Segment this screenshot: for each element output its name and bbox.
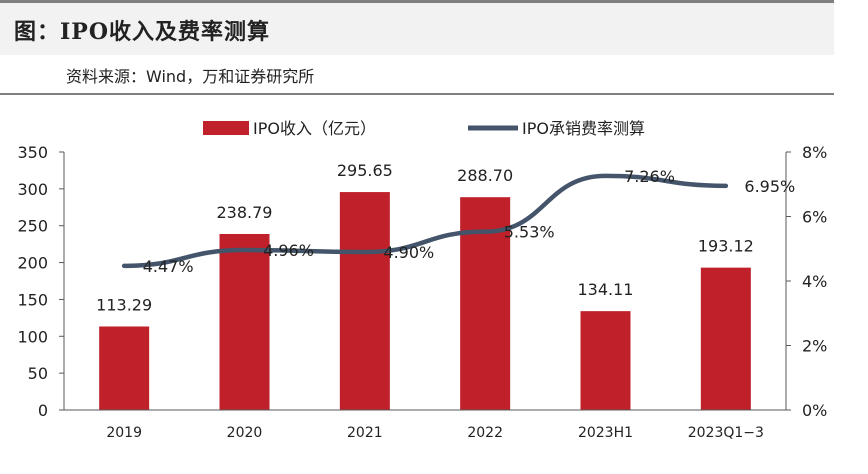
rate-point xyxy=(122,263,127,268)
rate-line xyxy=(121,173,729,269)
x-axis-tick-label: 2020 xyxy=(227,425,263,441)
line-value-label: 6.95% xyxy=(744,177,795,196)
bar-value-label: 288.70 xyxy=(457,166,513,185)
left-axis-tick-label: 200 xyxy=(17,254,48,273)
source-divider xyxy=(0,93,834,95)
left-axis-tick-label: 0 xyxy=(38,401,48,420)
bar xyxy=(219,233,270,410)
bar xyxy=(580,311,631,410)
left-axis-tick-label: 100 xyxy=(17,327,48,346)
x-axis-tick-label: 2023Q1−3 xyxy=(688,425,764,441)
x-axis-tick-label: 2023H1 xyxy=(578,425,633,441)
right-axis-tick-label: 2% xyxy=(802,337,827,356)
line-value-label: 4.96% xyxy=(263,241,314,260)
legend: IPO收入（亿元） IPO承销费率测算 xyxy=(203,119,645,138)
legend-bar-swatch xyxy=(203,121,249,135)
legend-line-label: IPO承销费率测算 xyxy=(522,119,645,138)
figure-source: 资料来源：Wind，万和证券研究所 xyxy=(66,67,315,86)
rate-point xyxy=(603,173,608,178)
right-axis: 0% 2% 4% 6% 8% xyxy=(785,143,827,420)
left-axis-tick-label: 50 xyxy=(28,364,48,383)
right-axis-tick-label: 8% xyxy=(802,143,827,162)
bar xyxy=(700,267,751,410)
left-axis-tick-label: 350 xyxy=(17,143,48,162)
line-value-label: 5.53% xyxy=(504,223,555,242)
right-axis-tick-label: 6% xyxy=(802,208,827,227)
figure-header-band xyxy=(0,0,834,55)
rate-point xyxy=(362,249,367,254)
line-value-label: 4.47% xyxy=(143,257,194,276)
rate-point xyxy=(242,248,247,253)
bar-value-label: 134.11 xyxy=(578,280,634,299)
line-value-labels: 4.47% 4.96% 4.90% 5.53% 7.26% 6.95% xyxy=(143,167,795,276)
left-axis: 0 50 100 150 200 250 300 350 xyxy=(17,143,65,420)
x-axis-tick-label: 2021 xyxy=(347,425,383,441)
bar-series xyxy=(99,192,751,410)
x-axis-tick-label: 2019 xyxy=(106,425,142,441)
bar xyxy=(339,192,390,410)
bar-value-label: 238.79 xyxy=(217,203,273,222)
bar-value-labels: 113.29 238.79 295.65 288.70 134.11 193.12 xyxy=(96,161,754,314)
figure-title: 图：IPO收入及费率测算 xyxy=(14,19,270,45)
line-series xyxy=(121,173,729,269)
bar-value-label: 295.65 xyxy=(337,161,393,180)
right-axis-tick-label: 4% xyxy=(802,272,827,291)
right-axis-tick-label: 0% xyxy=(802,401,827,420)
x-axis-tick-label: 2022 xyxy=(467,425,503,441)
line-value-label: 7.26% xyxy=(624,167,675,186)
line-value-label: 4.90% xyxy=(383,243,434,262)
left-axis-tick-label: 150 xyxy=(17,290,48,309)
legend-bar-label: IPO收入（亿元） xyxy=(253,119,376,138)
bar-value-label: 193.12 xyxy=(698,237,754,256)
x-axis-tick-labels: 2019 2020 2021 2022 2023H1 2023Q1−3 xyxy=(64,409,786,441)
rate-point xyxy=(483,229,488,234)
left-axis-tick-label: 250 xyxy=(17,217,48,236)
left-axis-tick-label: 300 xyxy=(17,180,48,199)
rate-point xyxy=(723,183,728,188)
bar-value-label: 113.29 xyxy=(96,295,152,314)
bar xyxy=(99,326,150,410)
